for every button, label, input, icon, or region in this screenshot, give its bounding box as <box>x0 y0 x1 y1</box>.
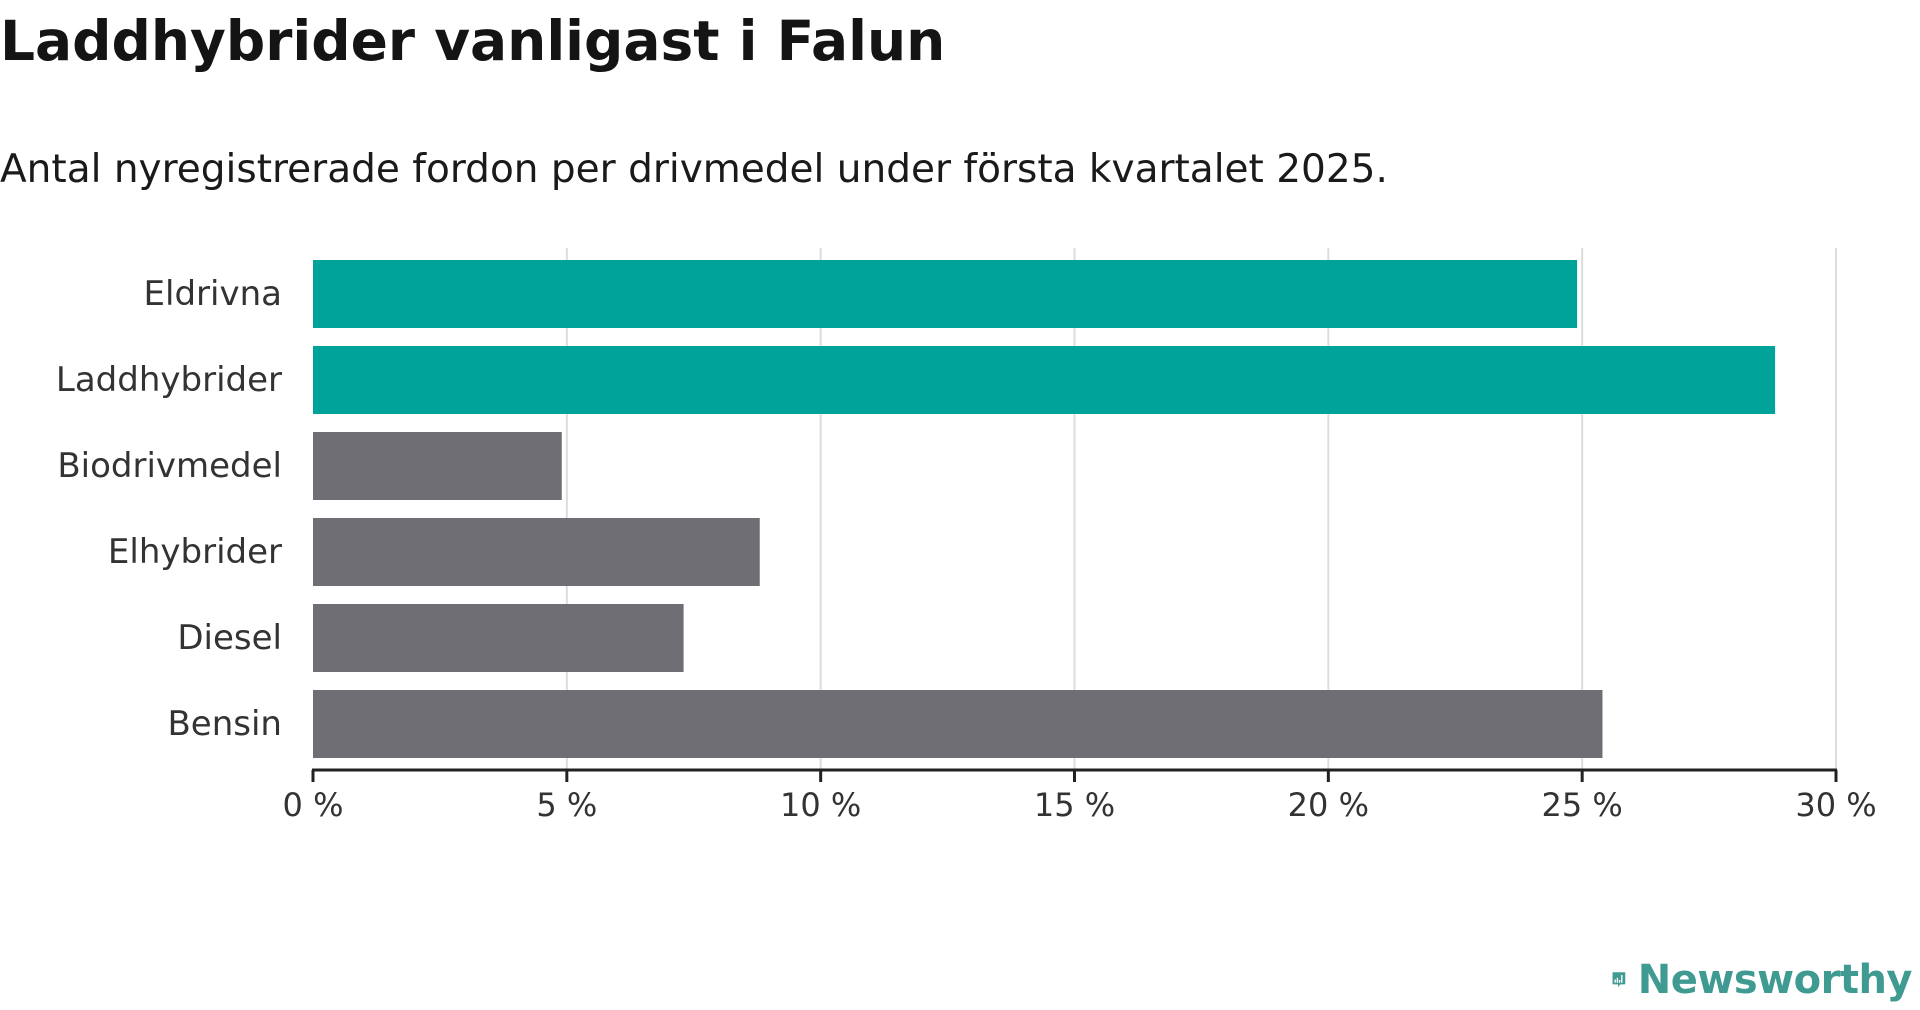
category-label-bensin: Bensin <box>167 704 282 744</box>
category-label-eldrivna: Eldrivna <box>144 274 282 314</box>
bars <box>313 260 1776 758</box>
bar-biodrivmedel <box>313 432 562 500</box>
newsworthy-logo: Newsworthy <box>1612 950 1913 1010</box>
x-tick-label-2: 10 % <box>780 786 861 824</box>
bar-bensin <box>313 690 1603 758</box>
chart-title: Laddhybrider vanligast i Falun <box>0 9 946 73</box>
bar-eldrivna <box>313 260 1578 328</box>
category-label-biodrivmedel: Biodrivmedel <box>57 446 282 486</box>
x-tick-label-0: 0 % <box>283 786 344 824</box>
category-label-elhybrider: Elhybrider <box>108 532 282 572</box>
x-tick-label-4: 20 % <box>1288 786 1369 824</box>
category-label-diesel: Diesel <box>177 618 282 658</box>
x-tick-label-1: 5 % <box>536 786 597 824</box>
bar-chart: Eldrivna Laddhybrider Biodrivmedel Elhybrid… <box>56 248 1877 824</box>
logo-text: Newsworthy <box>1637 957 1913 1003</box>
x-tick-label-5: 25 % <box>1542 786 1623 824</box>
bar-elhybrider <box>313 518 760 586</box>
x-tick-label-6: 30 % <box>1795 786 1876 824</box>
x-axis: 0 % 5 % 10 % 15 % 20 % 25 % 30 % <box>283 768 1877 824</box>
category-labels: Eldrivna Laddhybrider Biodrivmedel Elhybrid… <box>56 274 282 744</box>
grid-lines <box>565 248 1837 770</box>
chart-subtitle: Antal nyregistrerade fordon per drivmede… <box>0 147 1388 192</box>
newsworthy-chart-bubble-icon <box>1612 972 1626 988</box>
category-label-laddhybrider: Laddhybrider <box>56 360 282 400</box>
bar-diesel <box>313 604 684 672</box>
x-tick-label-3: 15 % <box>1034 786 1115 824</box>
bar-laddhybrider <box>313 346 1776 414</box>
